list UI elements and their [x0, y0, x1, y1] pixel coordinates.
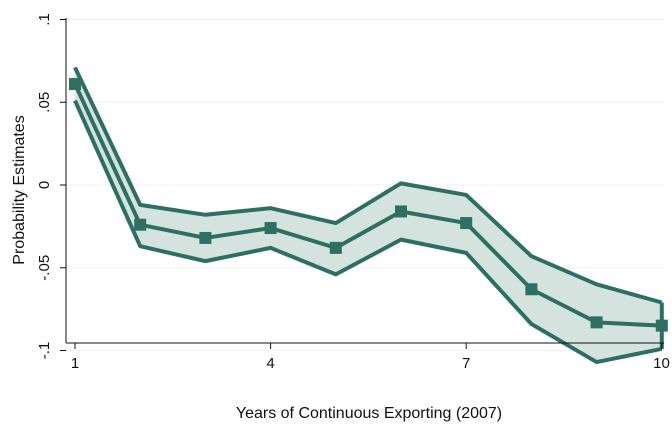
y-tick-label-2: 0: [36, 181, 53, 189]
upper-bound-line: [73, 66, 663, 305]
data-point-7: [460, 217, 473, 230]
confidence-band-layer: [73, 66, 664, 365]
estimate-line-layer: [73, 83, 662, 328]
data-point-5: [329, 241, 342, 254]
x-tick-label-2: 7: [462, 355, 470, 372]
y-tick-label-1: .05: [36, 92, 53, 113]
x-tick-label-1: 4: [266, 355, 274, 372]
confidence-band-fill: [75, 67, 662, 363]
x-tick-label-3: 10: [653, 355, 670, 372]
data-point-1: [69, 78, 81, 91]
data-point-9: [590, 316, 603, 329]
marker-layer: [69, 78, 668, 332]
x-tick-label-0: 1: [71, 355, 79, 372]
y-tick-label-0: .1: [36, 13, 53, 26]
axis-layer: [60, 18, 664, 351]
y-tick-label-3: -.05: [36, 255, 53, 281]
x-axis-label: Years of Continuous Exporting (2007): [236, 405, 502, 422]
data-point-6: [395, 205, 407, 218]
data-point-2: [134, 218, 147, 231]
data-point-8: [525, 283, 538, 296]
grid-layer: [66, 19, 664, 351]
data-point-4: [264, 222, 277, 235]
estimate-line: [73, 83, 662, 328]
y-axis-label: Probability Estimates: [11, 115, 28, 264]
y-tick-label-4: -.1: [36, 342, 53, 360]
data-point-10: [655, 319, 668, 332]
tick-label-layer: .1 .05 0 -.05 -.1 1 4 7 10: [36, 13, 670, 372]
data-point-3: [199, 231, 212, 244]
